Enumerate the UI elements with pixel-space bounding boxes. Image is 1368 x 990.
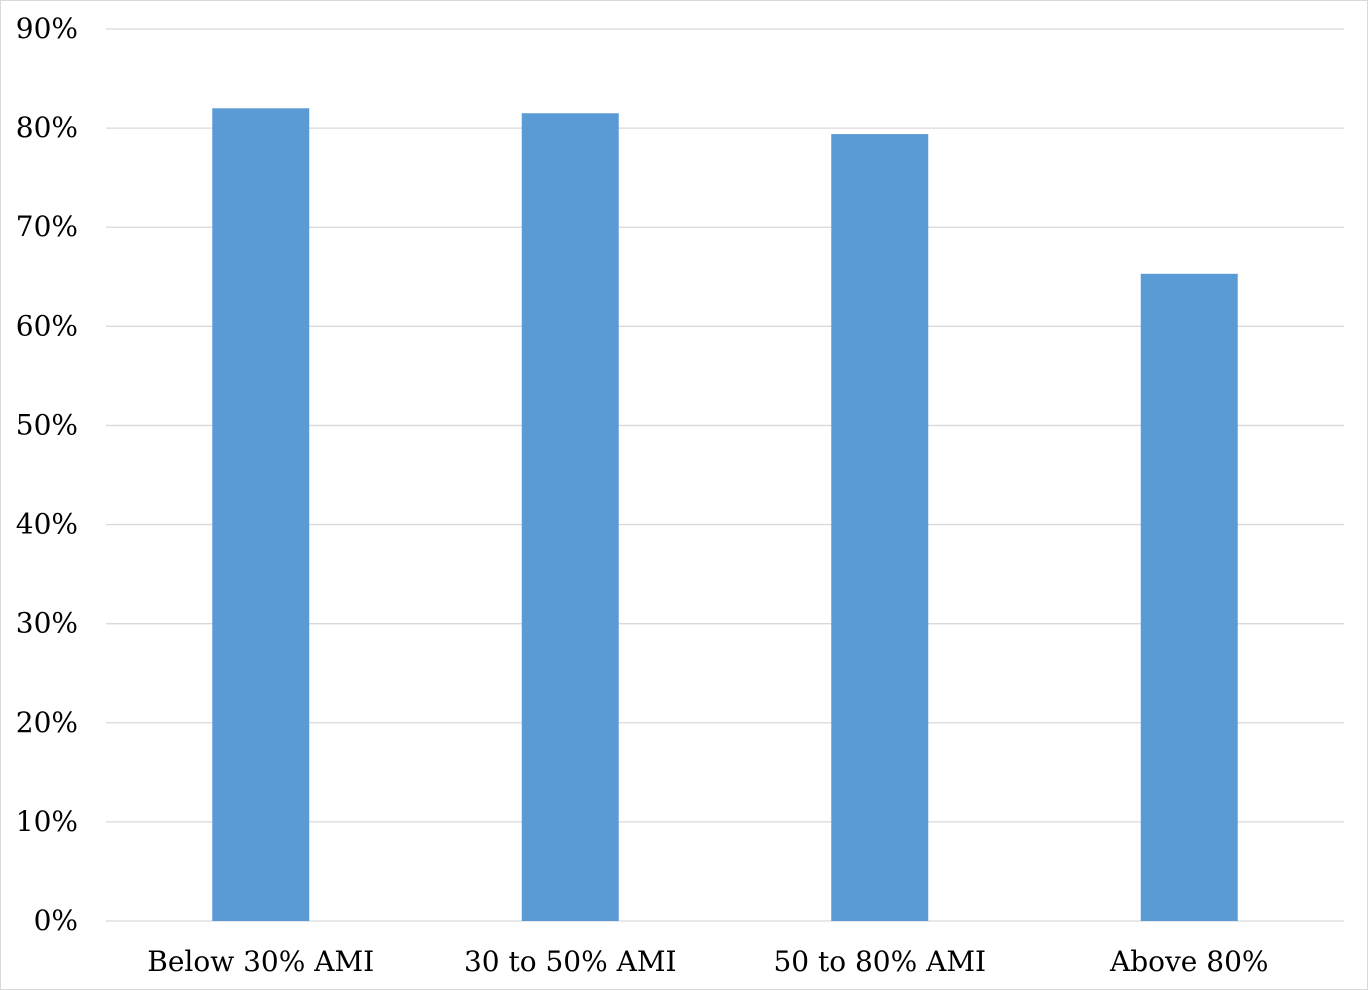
y-tick-label: 50% [16,408,78,441]
bar [1140,273,1238,921]
bar [831,134,929,921]
y-tick-label: 30% [16,607,78,640]
y-tick-label: 0% [34,904,78,937]
x-axis-category-labels: Below 30% AMI 30 to 50% AMI 50 to 80% AMI A… [147,945,1268,978]
bar [212,108,310,922]
x-category-label: Below 30% AMI [147,945,374,978]
y-tick-label: 40% [16,508,78,541]
gridlines [106,28,1344,922]
x-category-label: 30 to 50% AMI [464,945,677,978]
y-tick-label: 70% [16,210,78,243]
x-category-label: 50 to 80% AMI [773,945,986,978]
y-tick-label: 20% [16,706,78,739]
y-tick-label: 10% [16,805,78,838]
bars [212,108,1238,922]
y-tick-label: 60% [16,309,78,342]
y-tick-label: 90% [16,12,78,45]
y-tick-label: 80% [16,111,78,144]
bar [521,113,619,921]
y-axis-tick-labels: 0% 10% 20% 30% 40% 50% 60% 70% 80% 90% [16,12,78,937]
x-category-label: Above 80% [1109,945,1269,978]
